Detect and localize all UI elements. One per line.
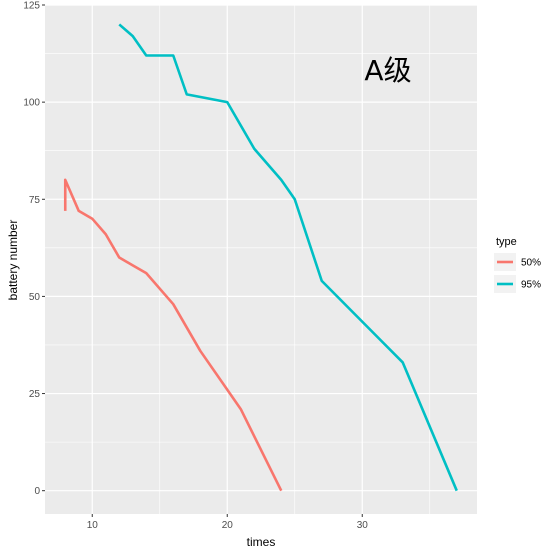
x-tick-label: 30	[357, 520, 369, 531]
y-tick-label: 25	[29, 389, 41, 400]
chart-annotation: A级	[364, 54, 411, 87]
x-axis: 10 20 30	[87, 514, 369, 531]
panel-background	[45, 5, 477, 514]
x-axis-title: times	[247, 535, 276, 549]
y-axis-title: battery number	[6, 220, 20, 301]
grid-major	[45, 4, 477, 514]
legend-label: 95%	[521, 280, 541, 291]
legend-title: type	[496, 236, 517, 248]
series-layer	[63, 23, 458, 492]
y-tick-label: 50	[29, 292, 41, 303]
series-line-1	[118, 23, 458, 492]
y-tick-label: 100	[23, 98, 40, 109]
y-tick-label: 0	[34, 486, 40, 497]
y-tick-label: 75	[29, 195, 41, 206]
legend-label: 50%	[521, 258, 541, 269]
y-tick-label: 125	[23, 1, 40, 12]
x-tick-label: 20	[222, 520, 234, 531]
grid-minor	[45, 5, 477, 514]
legend: type 50% 95%	[494, 236, 541, 293]
series-line-0	[63, 178, 283, 492]
x-tick-label: 10	[87, 520, 99, 531]
y-axis: 0 25 50 75 100 125	[23, 1, 45, 497]
